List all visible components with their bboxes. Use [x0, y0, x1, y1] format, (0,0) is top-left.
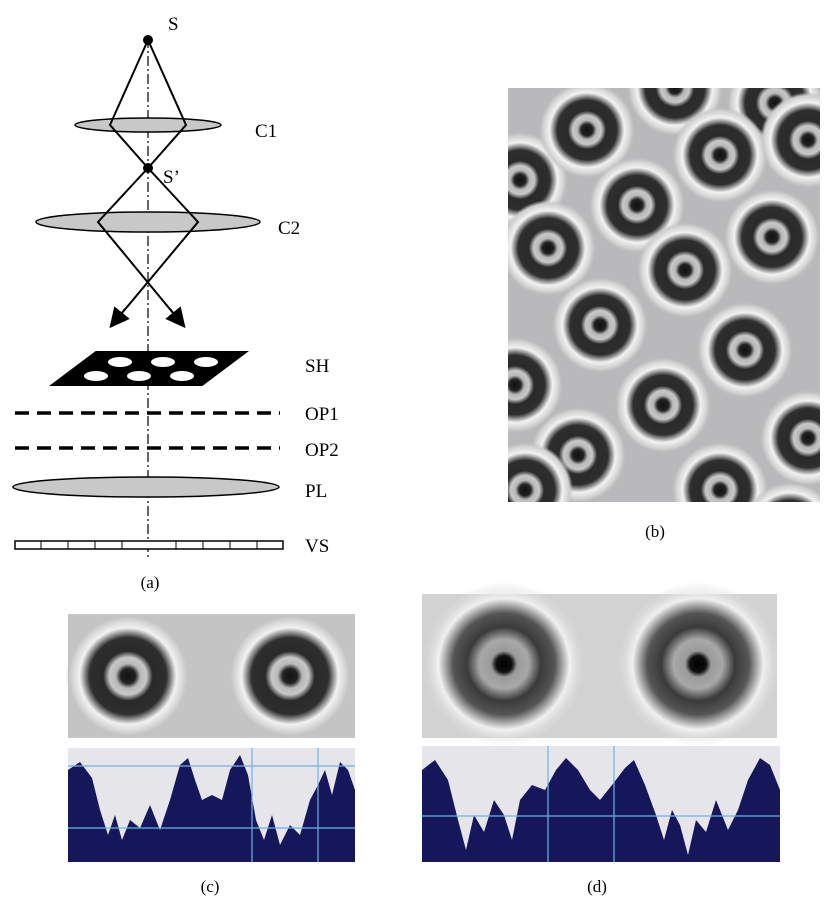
figure: S C1 S’ C2 SH OP1 OP2 PL VS (a) (b) (c) … [0, 0, 825, 898]
arrow [112, 309, 125, 325]
viewing-screen [15, 541, 283, 549]
label: S’ [163, 167, 180, 188]
ring [616, 582, 780, 746]
ring [552, 277, 648, 373]
screen-holes [52, 352, 246, 385]
label: C2 [278, 218, 300, 239]
ring [66, 614, 190, 738]
ring [637, 222, 733, 318]
ring [615, 357, 711, 453]
ring [422, 582, 586, 746]
optics-diagram [13, 36, 283, 560]
lens-c1 [75, 118, 221, 132]
ring [697, 302, 793, 398]
projection-lens [13, 477, 279, 497]
caption: (b) [645, 522, 665, 541]
label: C1 [255, 121, 277, 142]
ring [672, 442, 768, 538]
arrow [170, 309, 183, 325]
label: SH [305, 356, 330, 377]
caption: (c) [201, 877, 220, 896]
ring [672, 107, 768, 203]
label: OP2 [305, 440, 339, 461]
image-point [144, 164, 152, 172]
ring [477, 442, 573, 538]
caption: (d) [587, 877, 607, 896]
source-point [144, 36, 152, 44]
ring [228, 614, 352, 738]
caption: (a) [141, 573, 160, 592]
label: OP1 [305, 404, 339, 425]
label: VS [305, 536, 329, 557]
page: S C1 S’ C2 SH OP1 OP2 PL VS (a) (b) (c) … [0, 0, 825, 898]
ring [724, 189, 820, 285]
label: S [168, 14, 179, 35]
label: PL [305, 481, 327, 502]
ring-image-b [467, 40, 825, 578]
lens-c2 [36, 212, 260, 232]
